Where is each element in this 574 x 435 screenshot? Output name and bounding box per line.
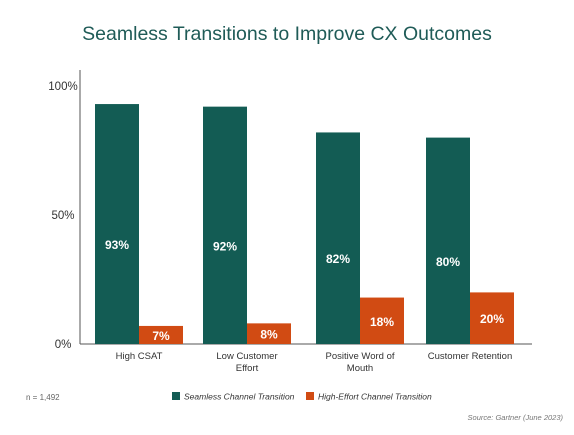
bar-high-effort bbox=[139, 325, 183, 344]
y-tick-label: 100% bbox=[48, 81, 77, 93]
bar-high-effort bbox=[247, 323, 291, 344]
bar-label-seamless: 92% bbox=[213, 239, 237, 253]
source-note: Source: Gartner (June 2023) bbox=[468, 413, 564, 422]
sample-size-note: n = 1,492 bbox=[26, 393, 60, 402]
legend-swatch-high-effort bbox=[306, 392, 314, 400]
x-tick-label: High CSAT bbox=[116, 351, 163, 362]
x-tick-label-line: Positive Word of bbox=[326, 351, 395, 362]
x-tick-label: Positive Word of Mouth bbox=[326, 351, 395, 374]
bar-label-high-effort: 18% bbox=[370, 315, 394, 329]
bar-label-seamless: 82% bbox=[326, 252, 350, 266]
bar-label-seamless: 93% bbox=[105, 238, 129, 252]
legend-swatch-seamless bbox=[172, 392, 180, 400]
bar-high-effort bbox=[470, 292, 514, 344]
legend: Seamless Channel Transition High-Effort … bbox=[172, 392, 432, 402]
bar-label-seamless: 80% bbox=[436, 255, 460, 269]
bar-label-high-effort: 7% bbox=[152, 329, 170, 343]
y-tick-label: 0% bbox=[55, 339, 72, 351]
x-tick-labels: High CSAT Low Customer Effort Positive Word… bbox=[116, 351, 513, 374]
bar-high-effort bbox=[360, 297, 404, 344]
bar-seamless bbox=[95, 104, 139, 344]
bar-label-high-effort: 20% bbox=[480, 312, 504, 326]
x-tick-label: Low Customer Effort bbox=[216, 351, 277, 374]
x-tick-label-line: High CSAT bbox=[116, 351, 163, 362]
x-tick-label-line: Mouth bbox=[347, 363, 373, 374]
bar-value-labels: 93% 92% 82% 80% 7% 8% 18% 20% bbox=[105, 238, 504, 343]
bars bbox=[95, 104, 514, 344]
x-tick-label: Customer Retention bbox=[428, 351, 512, 362]
bar-label-high-effort: 8% bbox=[260, 328, 278, 342]
x-tick-label-line: Low Customer bbox=[216, 351, 277, 362]
bar-seamless bbox=[426, 137, 470, 344]
bar-seamless bbox=[316, 132, 360, 344]
chart-title: Seamless Transitions to Improve CX Outco… bbox=[82, 23, 492, 45]
x-tick-label-line: Effort bbox=[236, 363, 259, 374]
y-tick-labels: 0% 50% 100% bbox=[48, 81, 77, 351]
bar-seamless bbox=[203, 106, 247, 344]
x-tick-label-line: Customer Retention bbox=[428, 351, 512, 362]
legend-label-seamless: Seamless Channel Transition bbox=[184, 392, 295, 402]
y-tick-label: 50% bbox=[51, 210, 74, 222]
legend-label-high-effort: High-Effort Channel Transition bbox=[318, 392, 432, 402]
